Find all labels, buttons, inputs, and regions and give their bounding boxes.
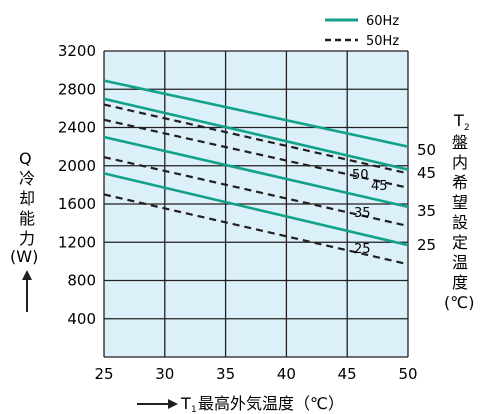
y-tick-label: 1200 <box>58 233 96 251</box>
y-label-char: 冷 <box>19 169 35 188</box>
y-label-char: 能 <box>19 209 35 228</box>
right-label-t: T <box>453 111 464 130</box>
x-label-t: T <box>180 394 191 413</box>
x-tick-labels: 25 30 35 40 45 50 <box>94 365 417 383</box>
y-axis-arrow-head <box>22 270 32 280</box>
y-tick-label: 1600 <box>58 195 96 213</box>
right-label-unit: (℃) <box>444 293 474 312</box>
series-line-60hz-25 <box>103 172 409 247</box>
y-tick-label: 2000 <box>58 157 96 175</box>
grid-lines <box>103 50 409 358</box>
y-label-char: 力 <box>19 229 35 248</box>
right-value-45: 45 <box>417 164 436 182</box>
series-line-50hz-45 <box>103 118 409 189</box>
y-axis-label: Q 冷 却 能 力 (W) <box>10 149 38 312</box>
right-label-char: 定 <box>452 233 468 252</box>
inline-label-45: 45 <box>371 179 388 194</box>
right-label-char: 設 <box>452 213 468 232</box>
x-tick-label: 45 <box>338 365 357 383</box>
y-tick-labels: 400 800 1200 1600 2000 2400 2800 3200 <box>58 42 96 328</box>
right-label-char: 望 <box>452 193 468 212</box>
right-label-char: 度 <box>452 273 468 292</box>
x-axis-arrow-head <box>168 399 178 409</box>
right-label-char: 温 <box>452 253 468 272</box>
x-tick-label: 25 <box>94 365 113 383</box>
inline-label-50: 50 <box>352 168 369 183</box>
y-label-char: 却 <box>19 189 35 208</box>
y-tick-label: 3200 <box>58 42 96 60</box>
inline-label-35: 35 <box>354 206 371 221</box>
right-label-sub: 2 <box>464 123 470 133</box>
y-tick-label: 800 <box>67 272 96 290</box>
legend-50hz-label: 50Hz <box>366 34 399 49</box>
right-label-char: 盤 <box>452 133 468 152</box>
x-label-sub: 1 <box>191 405 197 414</box>
series-line-50hz-50 <box>103 103 409 175</box>
y-label-unit: (W) <box>10 247 38 266</box>
x-label-text: 最高外気温度（℃） <box>198 394 344 413</box>
x-tick-label: 40 <box>277 365 296 383</box>
right-value-35: 35 <box>417 202 436 220</box>
series-line-60hz-35 <box>103 135 409 209</box>
series-line-60hz-45 <box>103 97 409 171</box>
series-line-50hz-35 <box>103 156 409 228</box>
y-tick-label: 2400 <box>58 119 96 137</box>
series-line-50hz-25 <box>103 193 409 266</box>
x-axis-label: T 1 最高外気温度（℃） <box>137 394 344 414</box>
legend-60hz-label: 60Hz <box>366 14 399 29</box>
x-tick-label: 50 <box>398 365 417 383</box>
series-line-60hz-50 <box>103 79 409 148</box>
right-value-50: 50 <box>417 141 436 159</box>
y-tick-label: 400 <box>67 310 96 328</box>
y-tick-label: 2800 <box>58 80 96 98</box>
right-axis-label: T 2 盤 内 希 望 設 定 温 度 (℃) <box>444 111 474 312</box>
legend: 60Hz 50Hz <box>325 14 399 49</box>
inline-label-25: 25 <box>354 242 371 257</box>
series-lines <box>103 79 409 266</box>
inline-labels: 50 45 35 25 <box>352 168 388 257</box>
x-tick-label: 30 <box>155 365 174 383</box>
x-tick-label: 35 <box>216 365 235 383</box>
right-value-25: 25 <box>417 236 436 254</box>
right-label-char: 内 <box>452 153 468 172</box>
right-t2-values: 50 45 35 25 <box>417 141 436 254</box>
right-label-char: 希 <box>452 173 468 192</box>
y-label-char: Q <box>19 149 32 168</box>
